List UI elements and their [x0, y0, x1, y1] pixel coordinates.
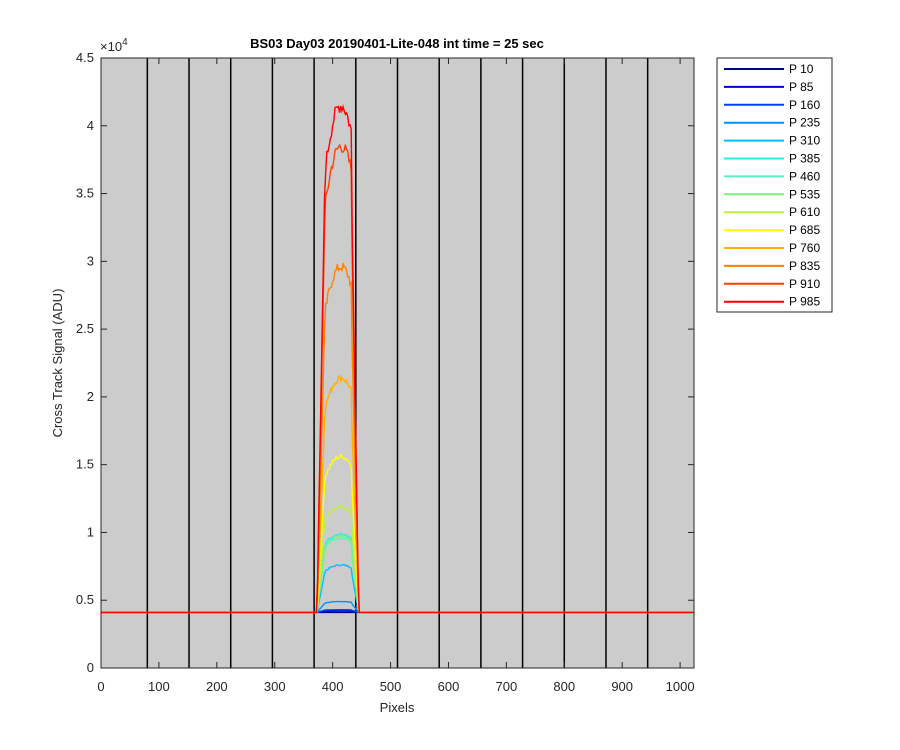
legend-entry: P 160 [789, 98, 820, 112]
legend-entry: P 685 [789, 223, 820, 237]
y-tick-label: 4 [87, 118, 94, 133]
x-tick-label: 500 [380, 679, 402, 694]
plot-frame [100, 57, 695, 669]
x-tick-label: 800 [553, 679, 575, 694]
y-exponent: ×104 [100, 37, 128, 54]
x-axis-label: Pixels [380, 700, 415, 715]
y-tick-label: 3.5 [76, 186, 94, 201]
x-tick-label: 900 [611, 679, 633, 694]
x-tick-label: 400 [322, 679, 344, 694]
legend-entry: P 235 [789, 116, 820, 130]
x-tick-label: 1000 [666, 679, 695, 694]
y-tick-label: 3 [87, 253, 94, 268]
y-tick-label: 2 [87, 389, 94, 404]
vertical-lines [146, 58, 649, 668]
legend-entry: P 460 [789, 169, 820, 183]
series-line [101, 104, 694, 614]
y-tick-label: 0.5 [76, 592, 94, 607]
y-tick-label: 1.5 [76, 457, 94, 472]
legend-entry: P 535 [789, 187, 820, 201]
legend-box [716, 57, 833, 313]
y-tick-label: 1 [87, 524, 94, 539]
legend-entry: P 835 [789, 259, 820, 273]
x-tick-label: 700 [496, 679, 518, 694]
y-axis-label: Cross Track Signal (ADU) [50, 289, 65, 438]
x-axis-ticks: 0 100 200 300 400 500 600 700 800 900 1000 [97, 58, 695, 694]
y-axis-ticks: 0 0.5 1 1.5 2 2.5 3 3.5 4 4.5 [76, 50, 694, 675]
x-tick-label: 200 [206, 679, 228, 694]
x-tick-label: 600 [438, 679, 460, 694]
chart-title: BS03 Day03 20190401-Lite-048 int time = … [250, 36, 544, 51]
series-lines [101, 104, 694, 614]
x-tick-label: 100 [148, 679, 170, 694]
legend-entry: P 985 [789, 295, 820, 309]
legend-entry: P 910 [789, 277, 820, 291]
legend-entry: P 610 [789, 205, 820, 219]
legend-entry: P 85 [789, 80, 814, 94]
legend-entry: P 385 [789, 152, 820, 166]
legend-entry: P 760 [789, 241, 820, 255]
legend: P 10 P 85 P 160 P 235 P 310 P 385 P 460 P 535 P … [716, 57, 833, 313]
x-tick-label: 0 [97, 679, 104, 694]
y-tick-label: 2.5 [76, 321, 94, 336]
legend-entry: P 310 [789, 134, 820, 148]
x-tick-label: 300 [264, 679, 286, 694]
y-tick-label: 4.5 [76, 50, 94, 65]
y-tick-label: 0 [87, 660, 94, 675]
legend-entry: P 10 [789, 62, 814, 76]
